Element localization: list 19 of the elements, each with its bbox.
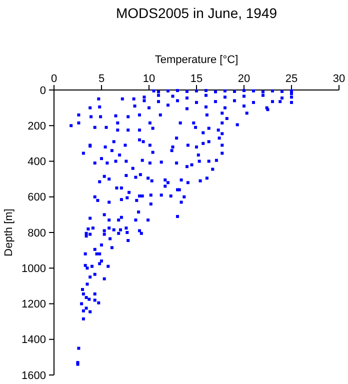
- x-tick-label: 25: [285, 73, 298, 85]
- x-tick-label: 30: [332, 73, 346, 85]
- y-tick-label: 400: [28, 156, 46, 168]
- y-tick-label: 600: [28, 192, 46, 204]
- x-tick-label: 10: [142, 73, 156, 85]
- y-tick-label: 1000: [22, 262, 46, 275]
- y-tick-label: 1400: [22, 334, 46, 346]
- x-tick-label: 5: [98, 73, 105, 85]
- y-tick-label: 0: [40, 84, 46, 97]
- y-tick-label: 200: [28, 120, 46, 132]
- y-tick-label: 1200: [22, 298, 46, 311]
- y-tick-label: 1600: [22, 370, 46, 382]
- y-axis-title: Depth [m]: [3, 208, 15, 256]
- y-tick-label: 800: [28, 227, 46, 240]
- chart-title: MODS2005 in June, 1949: [116, 5, 278, 21]
- x-axis-title: Temperature [°C]: [154, 54, 238, 66]
- x-tick-label: 0: [50, 73, 58, 85]
- x-tick-label: 20: [238, 73, 250, 85]
- x-tick-label: 15: [190, 73, 203, 85]
